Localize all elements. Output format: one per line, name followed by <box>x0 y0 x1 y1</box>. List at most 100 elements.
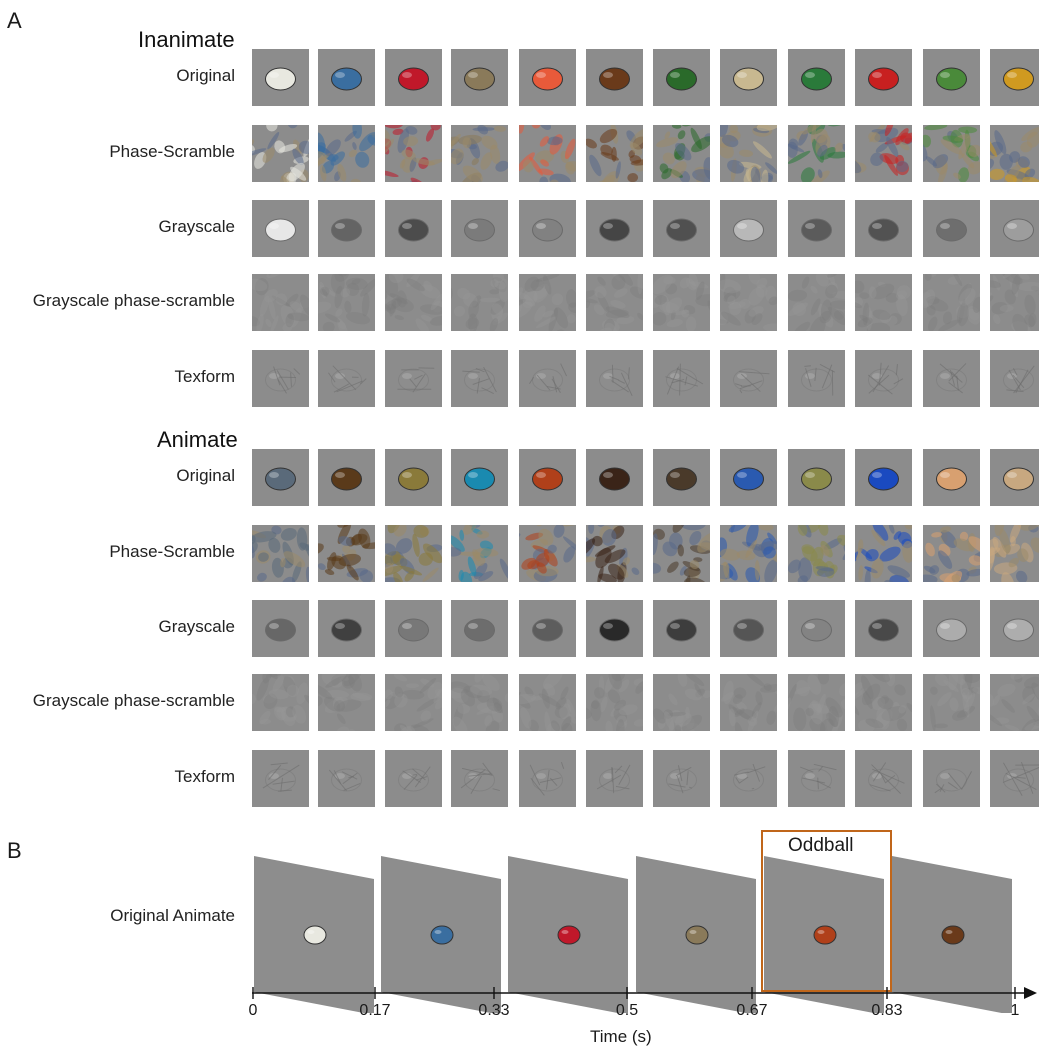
airplane-icon <box>990 274 1039 331</box>
flower-grayscale-phase-scramble-tile <box>252 274 309 331</box>
tortoise-icon <box>385 449 442 506</box>
cherry-grayscale-tile <box>385 200 442 257</box>
pipe-icon <box>586 274 643 331</box>
teapot-texform-tile <box>855 350 912 407</box>
cactus-icon <box>923 49 980 106</box>
flower-texform-tile <box>252 350 309 407</box>
cherry-icon <box>557 925 581 945</box>
trial-frame <box>892 856 1012 1013</box>
peacock-icon <box>451 600 508 657</box>
rodent-icon <box>923 525 980 582</box>
row-label-grayscale: Grayscale <box>158 617 235 636</box>
blue-jay-icon <box>720 525 777 582</box>
cactus-texform-tile <box>923 350 980 407</box>
red-panda-original-tile <box>519 449 576 506</box>
red-panda-icon <box>519 674 576 731</box>
red-panda-icon <box>519 525 576 582</box>
owl-phase-scramble-tile <box>990 525 1039 582</box>
cherry-icon <box>385 200 442 257</box>
tortoise-original-tile <box>385 449 442 506</box>
wild-dog-grayscale-tile <box>653 600 710 657</box>
airplane-grayscale-phase-scramble-tile <box>990 274 1039 331</box>
time-axis-tick-label: 0.33 <box>478 1002 510 1019</box>
bear-icon <box>318 750 375 807</box>
bear-icon <box>318 449 375 506</box>
cucumber-icon <box>653 49 710 106</box>
peacock-original-tile <box>451 449 508 506</box>
surfboard-phase-scramble-tile <box>720 125 777 182</box>
peach-icon <box>519 49 576 106</box>
tang-fish-texform-tile <box>855 750 912 807</box>
cherry-icon <box>385 49 442 106</box>
tower-icon <box>451 350 508 407</box>
frog-icon <box>788 600 845 657</box>
frog-icon <box>788 674 845 731</box>
peach-icon <box>519 200 576 257</box>
bear-icon <box>318 674 375 731</box>
pool-table-icon <box>788 350 845 407</box>
rodent-icon <box>923 600 980 657</box>
flower-icon <box>303 925 327 945</box>
airplane-icon <box>990 49 1039 106</box>
cherry-texform-tile <box>385 350 442 407</box>
flower-icon <box>252 49 309 106</box>
red-panda-grayscale-phase-scramble-tile <box>519 674 576 731</box>
cactus-grayscale-tile <box>923 200 980 257</box>
pool-table-icon <box>788 125 845 182</box>
owl-icon <box>990 600 1039 657</box>
chimpanzee-icon <box>586 750 643 807</box>
chimpanzee-icon <box>586 525 643 582</box>
frog-original-tile <box>788 449 845 506</box>
cactus-original-tile <box>923 49 980 106</box>
peach-texform-tile <box>519 350 576 407</box>
dolphin-icon <box>252 750 309 807</box>
blue-jay-icon <box>720 750 777 807</box>
red-panda-icon <box>519 600 576 657</box>
frog-icon <box>788 449 845 506</box>
tang-fish-icon <box>855 600 912 657</box>
pool-table-original-tile <box>788 49 845 106</box>
tower-texform-tile <box>451 350 508 407</box>
airplane-icon <box>990 200 1039 257</box>
oddball-highlight-box <box>761 830 892 992</box>
bear-icon <box>318 525 375 582</box>
tortoise-grayscale-phase-scramble-tile <box>385 674 442 731</box>
surfboard-original-tile <box>720 49 777 106</box>
car-icon <box>318 200 375 257</box>
dolphin-original-tile <box>252 449 309 506</box>
row-label-grayscale: Grayscale <box>158 217 235 236</box>
cactus-icon <box>923 350 980 407</box>
teapot-grayscale-phase-scramble-tile <box>855 274 912 331</box>
wild-dog-texform-tile <box>653 750 710 807</box>
cucumber-grayscale-phase-scramble-tile <box>653 274 710 331</box>
pool-table-texform-tile <box>788 350 845 407</box>
chimpanzee-grayscale-phase-scramble-tile <box>586 674 643 731</box>
car-texform-tile <box>318 350 375 407</box>
tang-fish-grayscale-phase-scramble-tile <box>855 674 912 731</box>
blue-jay-grayscale-phase-scramble-tile <box>720 674 777 731</box>
panel-b-row-label: Original Animate <box>110 906 235 925</box>
pipe-icon <box>941 925 965 945</box>
dolphin-phase-scramble-tile <box>252 525 309 582</box>
tortoise-icon <box>385 525 442 582</box>
wild-dog-original-tile <box>653 449 710 506</box>
trial-frame <box>254 856 374 1013</box>
dolphin-grayscale-phase-scramble-tile <box>252 674 309 731</box>
tortoise-icon <box>385 674 442 731</box>
peacock-icon <box>451 750 508 807</box>
blue-jay-icon <box>720 674 777 731</box>
cucumber-icon <box>653 274 710 331</box>
dolphin-icon <box>252 525 309 582</box>
peach-icon <box>519 350 576 407</box>
car-icon <box>318 274 375 331</box>
frog-icon <box>788 525 845 582</box>
tortoise-icon <box>385 600 442 657</box>
wild-dog-icon <box>653 600 710 657</box>
peach-original-tile <box>519 49 576 106</box>
car-icon <box>430 925 454 945</box>
surfboard-icon <box>720 125 777 182</box>
peacock-icon <box>451 674 508 731</box>
car-grayscale-tile <box>318 200 375 257</box>
car-icon <box>318 350 375 407</box>
dolphin-grayscale-tile <box>252 600 309 657</box>
